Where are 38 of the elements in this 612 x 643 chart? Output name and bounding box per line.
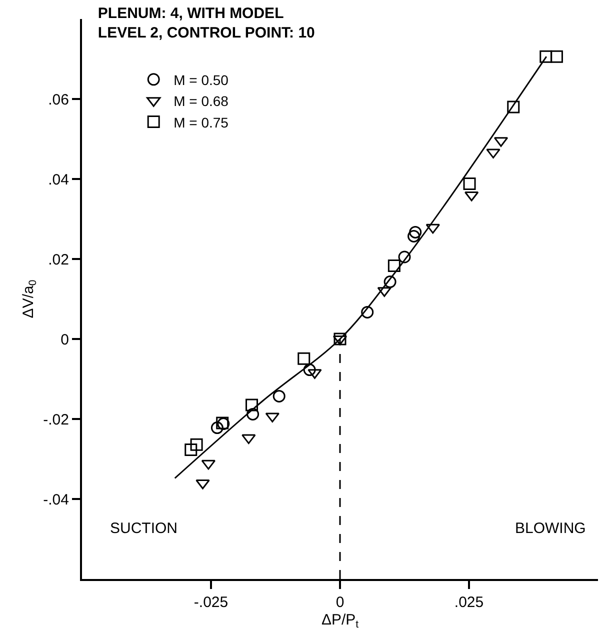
legend-label: M = 0.75 bbox=[174, 114, 229, 130]
y-tick-label: .02 bbox=[48, 251, 69, 268]
chart-title: PLENUM: 4, WITH MODEL LEVEL 2, CONTROL POINT: 10 bbox=[98, 5, 315, 42]
y-tick-label: .04 bbox=[48, 171, 69, 188]
point bbox=[426, 224, 440, 234]
point bbox=[201, 460, 216, 470]
annotation: SUCTION bbox=[110, 520, 178, 537]
point bbox=[361, 306, 374, 318]
point bbox=[303, 364, 316, 376]
point bbox=[388, 260, 400, 272]
point bbox=[272, 390, 286, 402]
point bbox=[408, 230, 420, 242]
point bbox=[398, 250, 411, 264]
point bbox=[463, 178, 476, 190]
x-tick-label: -.025 bbox=[194, 594, 228, 611]
y-tick-label: -.02 bbox=[43, 411, 69, 428]
point bbox=[246, 408, 260, 420]
point bbox=[384, 276, 396, 288]
y-tick-label: 0 bbox=[60, 331, 69, 348]
x-tick-label: 0 bbox=[336, 594, 344, 611]
point bbox=[298, 352, 310, 365]
point bbox=[184, 444, 198, 456]
point bbox=[507, 100, 520, 114]
point bbox=[334, 332, 346, 346]
x-tick-label: .025 bbox=[454, 594, 484, 611]
x-axis-title: ΔP/P$_{t}$ bbox=[321, 612, 359, 631]
point bbox=[409, 226, 422, 238]
point bbox=[210, 422, 224, 434]
legend-label: M = 0.68 bbox=[174, 93, 229, 110]
point bbox=[540, 50, 552, 63]
y-tick-label: -.04 bbox=[43, 491, 69, 508]
y-tick-label: .06 bbox=[48, 91, 69, 108]
annotation: BLOWING bbox=[515, 520, 586, 537]
legend-label: M = 0.50 bbox=[174, 72, 229, 88]
point bbox=[550, 50, 563, 63]
point bbox=[246, 398, 258, 412]
point bbox=[242, 434, 256, 444]
point bbox=[190, 438, 203, 451]
